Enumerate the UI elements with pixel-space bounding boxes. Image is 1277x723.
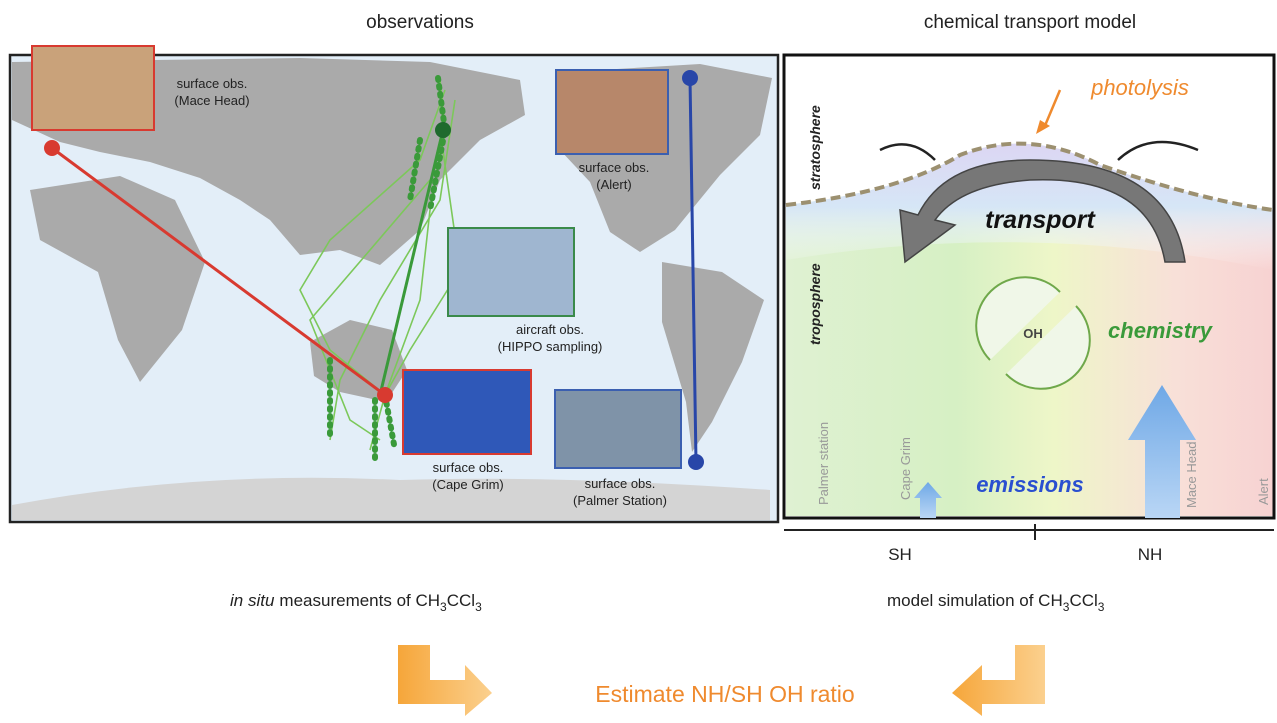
model-label: emissions: [976, 472, 1084, 497]
page: observations chemical transport model: [0, 0, 1277, 723]
station-dot: [435, 122, 451, 138]
merge-arrow: [952, 645, 1045, 716]
station-dot: [44, 140, 60, 156]
station-dot: [688, 454, 704, 470]
conclusion: Estimate NH/SH OH ratio: [595, 681, 854, 707]
model-label: troposphere: [807, 263, 823, 345]
model-label: stratosphere: [807, 105, 823, 190]
photo: [556, 70, 668, 154]
photo: [555, 390, 681, 468]
photo: [32, 46, 154, 130]
model-label: photolysis: [1090, 75, 1189, 100]
station-label: Alert: [1256, 478, 1271, 505]
photo: [403, 370, 531, 454]
station-label: Mace Head: [1184, 442, 1199, 508]
model-panel: photolysis stratosphere troposphere tran…: [784, 55, 1274, 564]
panel-title: observations: [366, 12, 474, 33]
station-label: Cape Grim: [898, 437, 913, 500]
panel-title: chemical transport model: [924, 12, 1136, 33]
merge-arrow: [398, 645, 492, 716]
model-label: transport: [985, 206, 1096, 234]
model-label: chemistry: [1108, 318, 1214, 343]
model-label: OH: [1023, 326, 1043, 341]
hemisphere-label: NH: [1138, 545, 1163, 564]
photo: [448, 228, 574, 316]
station-dot: [682, 70, 698, 86]
hemisphere-label: SH: [888, 545, 912, 564]
station-label: Palmer station: [816, 422, 831, 505]
map-panel: surface obs.(Mace Head) surface obs.(Ale…: [10, 46, 778, 522]
figure: observations chemical transport model: [0, 0, 1277, 718]
caption: model simulation of CH3CCl3: [887, 591, 1105, 614]
station-dot: [377, 387, 393, 403]
